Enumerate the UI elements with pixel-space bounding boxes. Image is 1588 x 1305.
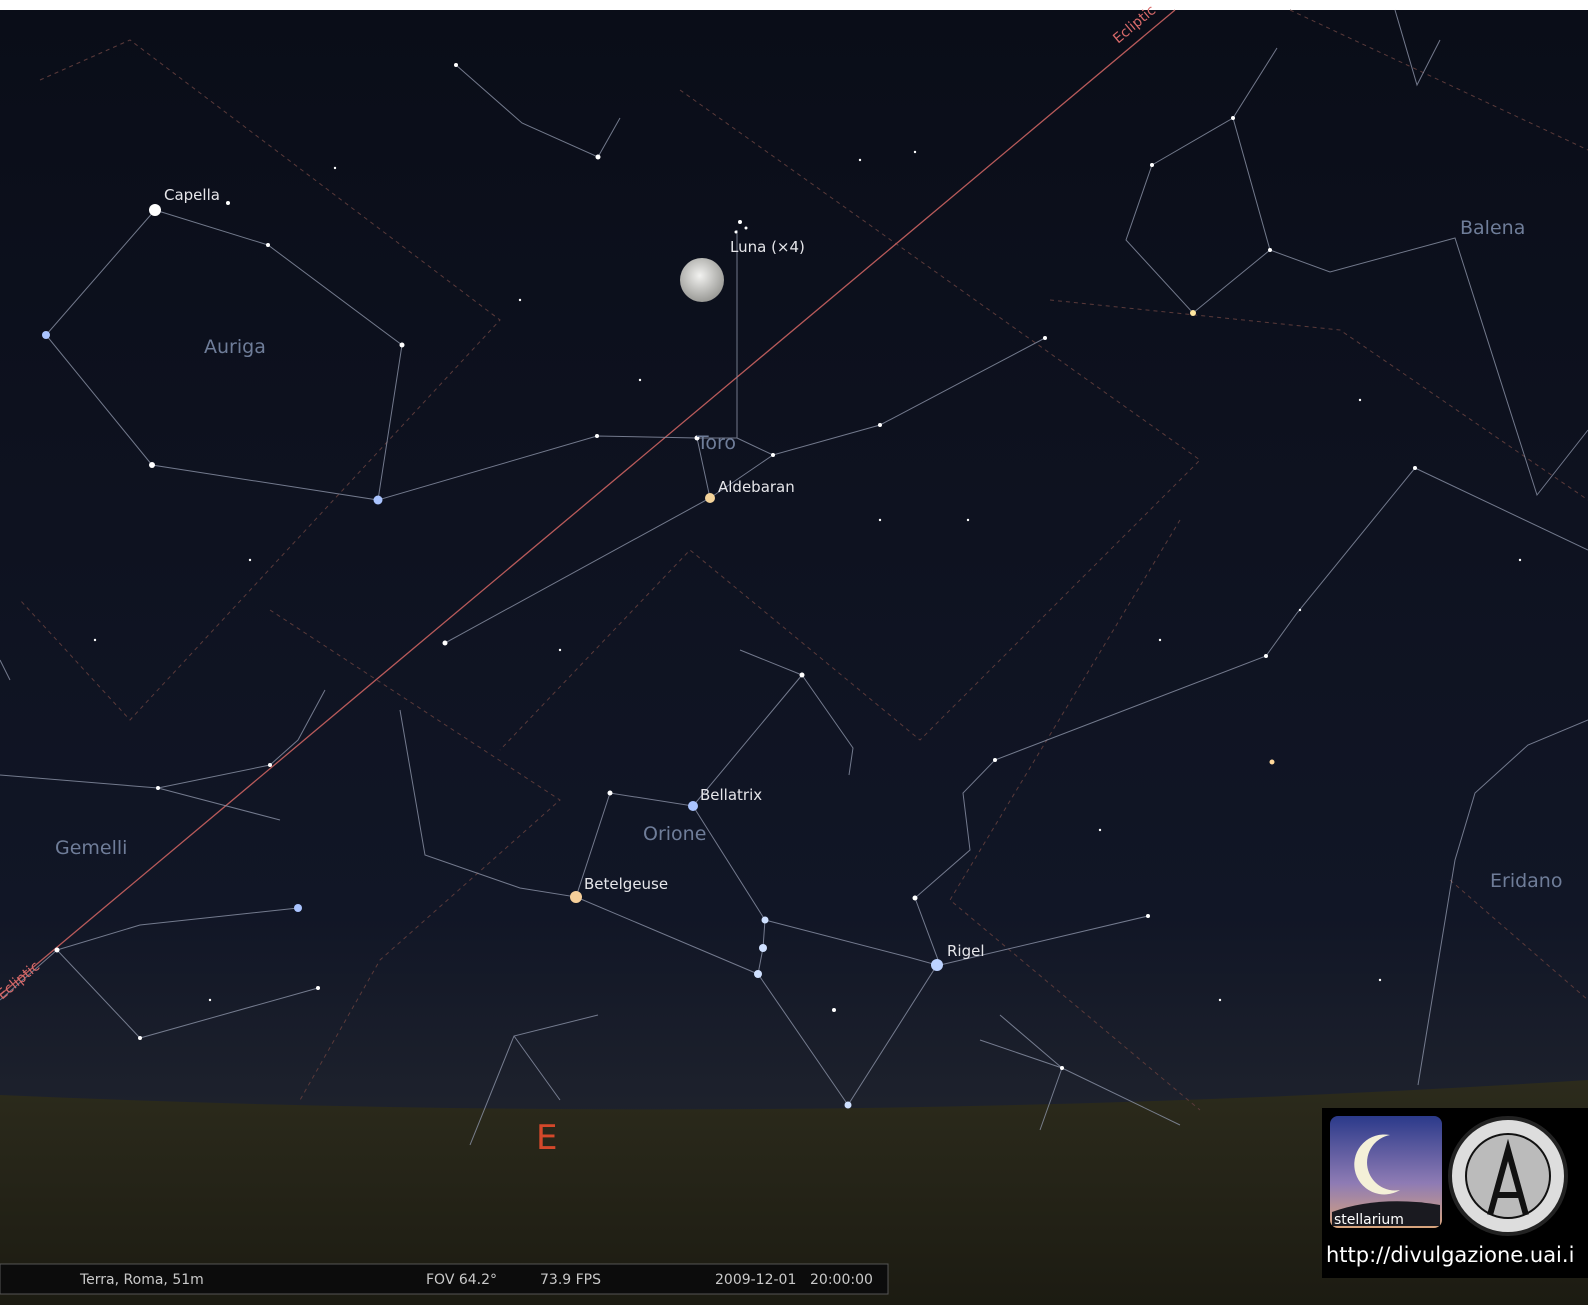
page: Capella Aldebaran Bellatrix Betelgeuse R…	[0, 0, 1588, 1305]
moon	[680, 258, 724, 302]
location: Terra, Roma, 51m	[79, 1272, 204, 1288]
logo-url: http://divulgazione.uai.i	[1326, 1243, 1574, 1267]
constellation-label: Toro	[696, 432, 736, 454]
constellation-label: Orione	[643, 823, 706, 845]
cardinal-point: E	[536, 1118, 557, 1158]
constellation-label: Eridano	[1490, 870, 1562, 892]
constellation-label: Auriga	[204, 336, 266, 358]
constellation-label: Balena	[1460, 217, 1525, 239]
star-label: Betelgeuse	[584, 875, 668, 893]
date: 2009-12-01	[715, 1272, 796, 1288]
constellation-label: Gemelli	[55, 837, 127, 859]
time: 20:00:00	[810, 1272, 873, 1288]
star-label: Bellatrix	[700, 786, 762, 804]
fov: FOV 64.2°	[426, 1272, 497, 1288]
moon-label: Luna (×4)	[730, 238, 805, 256]
star-label: Capella	[164, 186, 220, 204]
sky-view: Capella Aldebaran Bellatrix Betelgeuse R…	[0, 0, 1588, 1305]
star-label: Rigel	[947, 942, 985, 960]
fps: 73.9 FPS	[540, 1272, 601, 1288]
star-label: Aldebaran	[718, 478, 795, 496]
logo-name: stellarium	[1334, 1212, 1404, 1228]
